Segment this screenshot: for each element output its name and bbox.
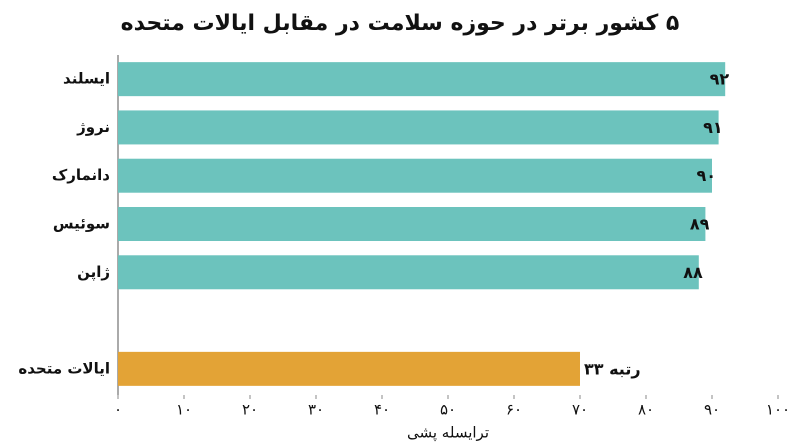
y-tick-label: ژاپن (77, 263, 110, 282)
x-tick-label: ۹۰ (704, 401, 720, 419)
x-tick-label: ۵۰ (440, 401, 456, 419)
x-tick-label: ۰ (114, 401, 122, 419)
annotation: رتبه ۳۳ (584, 359, 641, 378)
x-axis-label: ترایسله پشی (407, 424, 489, 443)
chart-title: ۵ کشور برتر در حوزه سلامت در مقابل ایالا… (121, 11, 680, 36)
value-label: ۹۲ (710, 70, 730, 89)
y-tick-label: دانمارک (52, 166, 110, 184)
value-label: ۹۰ (696, 166, 716, 185)
bar (118, 110, 719, 145)
y-tick-label: نروژ (76, 118, 110, 136)
x-tick-label: ۱۰۰ (766, 401, 790, 419)
value-label: ۸۹ (690, 215, 710, 234)
y-tick-label: سوئیس (53, 215, 110, 233)
bar (118, 62, 726, 97)
bar (118, 207, 706, 241)
bar (118, 255, 699, 290)
x-tick-label: ۴۰ (374, 401, 390, 419)
x-tick-label: ۷۰ (572, 401, 588, 419)
y-tick-label: ایالات متحده (18, 359, 110, 377)
x-tick-label: ۱۰ (176, 401, 192, 419)
x-tick-label: ۶۰ (506, 401, 522, 419)
x-tick-label: ۳۰ (308, 401, 324, 419)
x-tick-label: ۲۰ (242, 401, 258, 419)
value-label: ۹۱ (703, 118, 723, 137)
value-label: ۸۸ (683, 263, 703, 282)
y-tick-label: ایسلند (63, 70, 110, 88)
x-tick-label: ۸۰ (638, 401, 654, 419)
bar (118, 351, 580, 386)
bar (118, 158, 712, 193)
